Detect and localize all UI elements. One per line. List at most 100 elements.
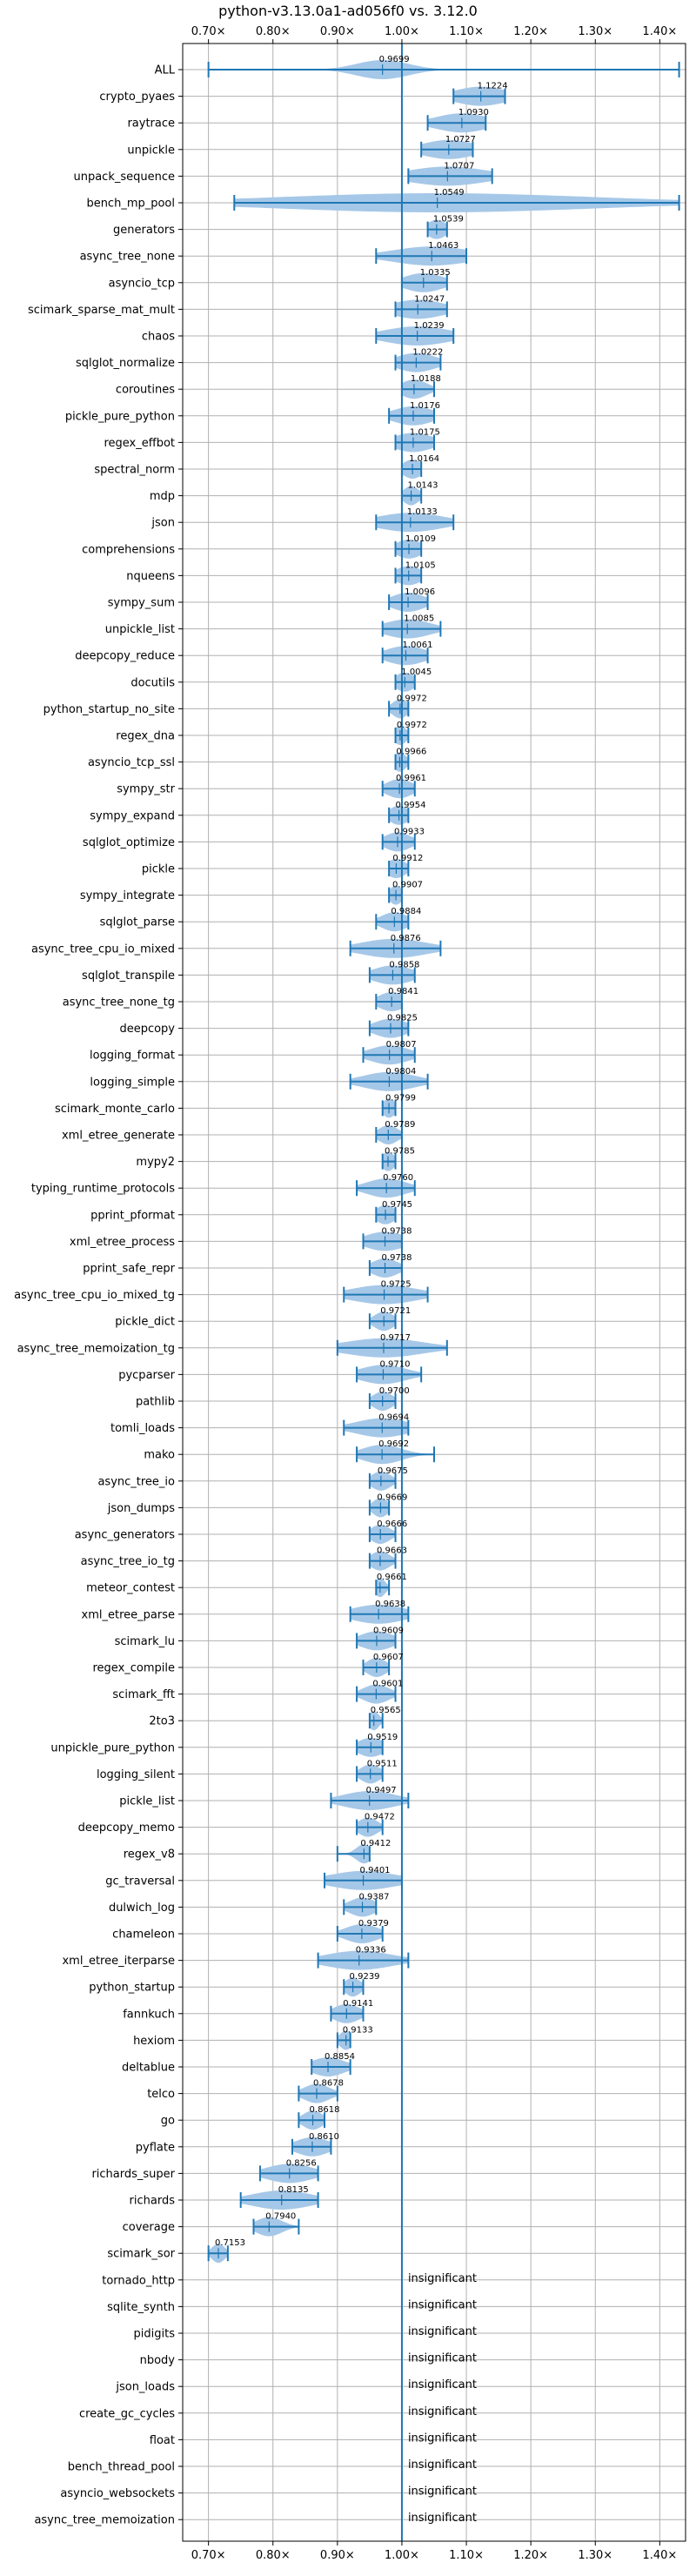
value-label: 1.0222 bbox=[412, 348, 443, 358]
category-label: coverage bbox=[123, 2221, 175, 2234]
value-label: 1.0133 bbox=[407, 507, 438, 517]
x-tick-label-top: 1.10× bbox=[449, 25, 484, 38]
category-label: pickle_pure_python bbox=[65, 410, 175, 423]
value-label: 0.8135 bbox=[278, 2185, 309, 2195]
value-label: 0.9472 bbox=[365, 1813, 395, 1822]
category-label: sqlite_synth bbox=[107, 2301, 175, 2314]
category-label: pickle bbox=[142, 863, 175, 876]
category-label: pprint_pformat bbox=[90, 1209, 175, 1222]
category-label: python_startup bbox=[89, 1982, 175, 1995]
value-label: 0.9511 bbox=[367, 1759, 398, 1768]
chart-title: python-v3.13.0a1-ad056f0 vs. 3.12.0 bbox=[218, 3, 478, 19]
value-label: 0.8678 bbox=[313, 2079, 344, 2089]
category-label: regex_effbot bbox=[104, 437, 175, 450]
value-label: 0.9609 bbox=[373, 1626, 404, 1635]
category-label: float bbox=[150, 2434, 175, 2447]
category-label: async_tree_none bbox=[80, 251, 175, 264]
value-label: 0.8256 bbox=[286, 2158, 317, 2168]
value-label: 0.9666 bbox=[377, 1519, 407, 1529]
category-label: hexiom bbox=[133, 2035, 175, 2048]
value-label: 0.9785 bbox=[385, 1147, 415, 1157]
category-label: scimark_fft bbox=[112, 1688, 175, 1701]
category-label: comprehensions bbox=[82, 543, 175, 556]
value-label: 0.9675 bbox=[378, 1466, 408, 1476]
value-label: 1.0247 bbox=[414, 294, 445, 304]
value-label: 0.9661 bbox=[377, 1573, 407, 1582]
category-label: richards_super bbox=[91, 2168, 175, 2181]
category-label: asyncio_websockets bbox=[60, 2487, 175, 2500]
category-label: sqlglot_parse bbox=[100, 916, 175, 929]
value-label: 0.9721 bbox=[380, 1306, 411, 1316]
category-label: fannkuch bbox=[123, 2008, 175, 2021]
category-label: create_gc_cycles bbox=[79, 2407, 175, 2420]
value-label: 0.9694 bbox=[378, 1413, 409, 1423]
value-label: 0.9141 bbox=[343, 1999, 373, 2009]
value-label: 1.0105 bbox=[405, 560, 436, 570]
value-label: 0.7153 bbox=[215, 2238, 245, 2248]
value-label: 0.9825 bbox=[387, 1014, 418, 1023]
category-label: pprint_safe_repr bbox=[83, 1263, 175, 1276]
category-label: pidigits bbox=[134, 2328, 176, 2341]
category-label: scimark_sor bbox=[107, 2248, 175, 2261]
value-label: 1.1224 bbox=[478, 82, 508, 91]
value-label: 0.9858 bbox=[389, 960, 419, 969]
category-label: async_generators bbox=[75, 1529, 176, 1542]
value-label: 0.9519 bbox=[367, 1733, 398, 1742]
value-label: 0.9907 bbox=[392, 881, 423, 890]
category-label: typing_runtime_protocols bbox=[31, 1183, 175, 1196]
x-tick-label-top: 1.30× bbox=[578, 25, 612, 38]
value-label: 0.9972 bbox=[397, 721, 427, 730]
value-label: 1.0176 bbox=[410, 401, 440, 411]
value-label: 1.0707 bbox=[444, 161, 474, 171]
category-label: chaos bbox=[142, 331, 175, 344]
insignificant-label: insignificant bbox=[408, 2325, 477, 2338]
value-label: 0.9387 bbox=[359, 1892, 390, 1902]
value-label: 0.9972 bbox=[397, 694, 427, 703]
category-label: spectral_norm bbox=[94, 464, 175, 477]
category-label: tornado_http bbox=[102, 2274, 175, 2287]
category-label: async_tree_cpu_io_mixed_tg bbox=[14, 1289, 175, 1302]
value-label: 0.9133 bbox=[343, 2025, 373, 2035]
category-label: pickle_list bbox=[119, 1795, 175, 1808]
category-label: json bbox=[151, 517, 175, 530]
category-label: sqlglot_optimize bbox=[83, 836, 175, 849]
category-label: nbody bbox=[140, 2354, 176, 2367]
category-label: unpickle bbox=[127, 144, 175, 157]
category-label: nqueens bbox=[126, 570, 175, 583]
x-tick-label-bottom: 1.10× bbox=[449, 2549, 484, 2562]
category-label: richards bbox=[130, 2195, 176, 2208]
value-label: 0.9738 bbox=[382, 1253, 412, 1263]
category-label: scimark_monte_carlo bbox=[55, 1103, 175, 1116]
category-label: xml_etree_iterparse bbox=[62, 1955, 175, 1968]
value-label: 1.0061 bbox=[402, 641, 432, 650]
category-label: sympy_sum bbox=[108, 597, 175, 610]
value-label: 0.8854 bbox=[325, 2052, 355, 2062]
insignificant-label: insignificant bbox=[408, 2378, 477, 2392]
x-tick-label-bottom: 0.80× bbox=[256, 2549, 291, 2562]
category-label: async_tree_io_tg bbox=[81, 1555, 175, 1568]
category-label: regex_dna bbox=[116, 730, 175, 743]
category-label: logging_format bbox=[90, 1050, 175, 1063]
value-label: 0.9961 bbox=[396, 774, 426, 783]
category-label: logging_silent bbox=[97, 1768, 175, 1781]
value-label: 0.9954 bbox=[396, 801, 426, 810]
insignificant-label: insignificant bbox=[408, 2459, 477, 2472]
value-label: 0.9738 bbox=[382, 1226, 412, 1236]
insignificant-label: insignificant bbox=[408, 2512, 477, 2525]
category-label: gc_traversal bbox=[105, 1875, 175, 1888]
category-label: mako bbox=[144, 1449, 175, 1462]
category-label: crypto_pyaes bbox=[99, 91, 175, 104]
value-label: 0.9876 bbox=[391, 934, 421, 943]
category-label: async_tree_memoization_tg bbox=[17, 1342, 175, 1355]
value-label: 0.9799 bbox=[385, 1093, 416, 1103]
category-label: tomli_loads bbox=[110, 1422, 175, 1435]
category-label: mypy2 bbox=[136, 1156, 175, 1169]
axis-layer: 0.70× 0.70× 0.80× 0.80× 0.90× 0.90× 1.00× 1.00×… bbox=[14, 25, 677, 2562]
value-label: 0.9638 bbox=[375, 1600, 405, 1609]
category-label: chameleon bbox=[112, 1929, 175, 1942]
category-label: raytrace bbox=[127, 117, 175, 131]
insignificant-label: insignificant bbox=[408, 2485, 477, 2499]
category-label: async_tree_io bbox=[97, 1475, 175, 1488]
value-label: 0.9379 bbox=[358, 1919, 389, 1929]
category-label: mdp bbox=[150, 490, 175, 503]
